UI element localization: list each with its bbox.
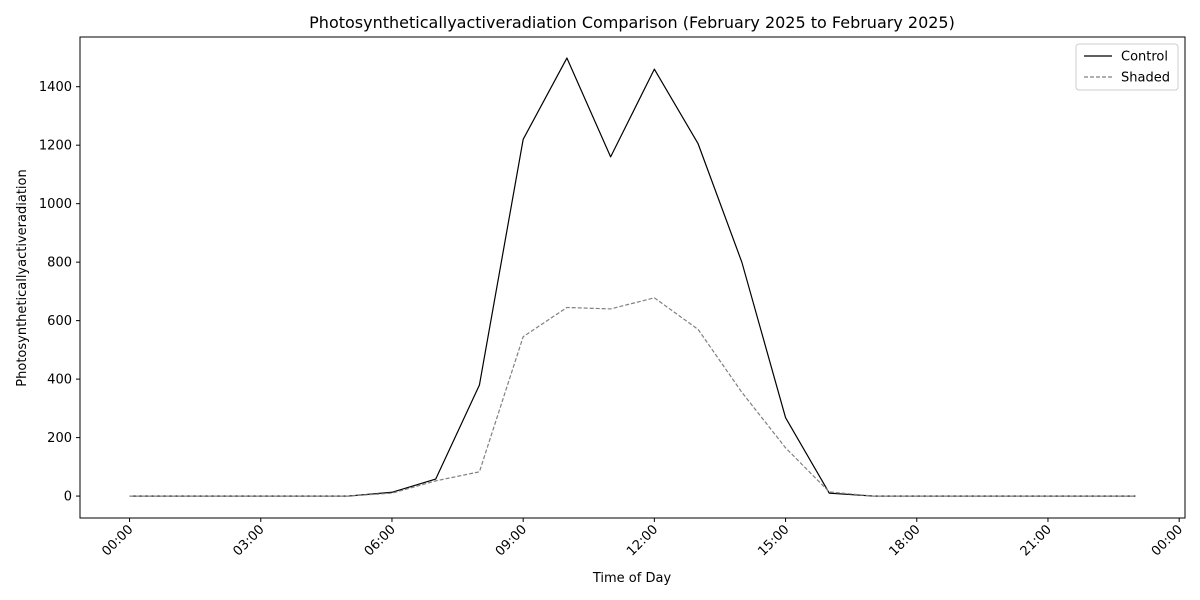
x-axis: 00:00 03:00 06:00 09:00 12:00 15:00 18:00 21:00…: [99, 518, 1186, 559]
y-tick-label: 1200: [39, 139, 72, 154]
series-layer: [129, 57, 1136, 497]
x-tick-label: 21:00: [1018, 522, 1055, 559]
x-tick-label: 15:00: [755, 522, 792, 559]
x-axis-label: Time of Day: [592, 571, 672, 586]
y-axis-label: Photosyntheticallyactiveradiation: [15, 169, 30, 386]
y-tick-label: 200: [47, 431, 72, 446]
series-line-control: [129, 57, 1136, 497]
x-tick-label: 00:00: [99, 522, 136, 559]
y-tick-label: 0: [64, 490, 72, 505]
y-tick-label: 1000: [39, 197, 72, 212]
plot-area: [79, 36, 1186, 519]
x-tick-label: 06:00: [362, 522, 399, 559]
x-tick-label: 09:00: [493, 522, 530, 559]
legend: Control Shaded: [1075, 43, 1179, 91]
x-tick-label: 03:00: [230, 522, 267, 559]
x-tick-label: 12:00: [624, 522, 661, 559]
series-line-shaded: [129, 297, 1136, 497]
legend-label-shaded: Shaded: [1121, 71, 1170, 86]
y-axis: 0 200 400 600 800 1000 1200 1400: [39, 80, 80, 505]
y-tick-label: 600: [47, 314, 72, 329]
chart-title: Photosyntheticallyactiveradiation Compar…: [309, 13, 955, 32]
y-tick-label: 400: [47, 373, 72, 388]
x-tick-label: 00:00: [1149, 522, 1186, 559]
x-tick-label: 18:00: [886, 522, 923, 559]
legend-label-control: Control: [1121, 50, 1168, 65]
y-tick-label: 1400: [39, 80, 72, 95]
y-tick-label: 800: [47, 256, 72, 271]
